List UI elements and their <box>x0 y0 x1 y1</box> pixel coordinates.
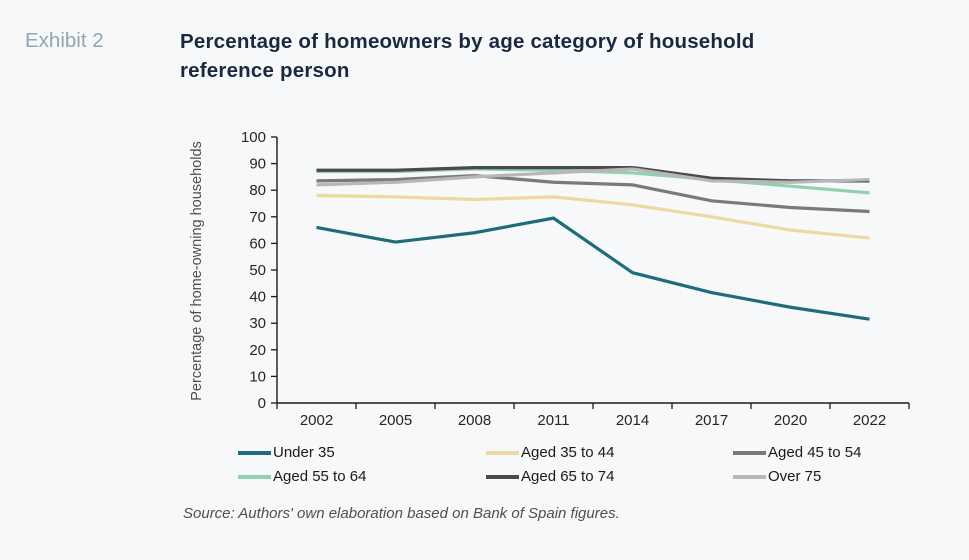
exhibit-label: Exhibit 2 <box>25 29 104 52</box>
x-tick-label: 2022 <box>853 412 886 429</box>
legend-item: Under 35 <box>238 443 486 462</box>
legend-swatch <box>733 474 766 479</box>
x-tick-label: 2011 <box>537 412 569 429</box>
legend-label: Under 35 <box>273 444 335 461</box>
legend-swatch <box>238 450 271 455</box>
legend-label: Aged 65 to 74 <box>521 468 615 485</box>
y-tick-label: 50 <box>249 262 266 279</box>
legend-item: Aged 45 to 54 <box>733 443 861 462</box>
legend-label: Aged 45 to 54 <box>768 444 862 461</box>
x-tick-label: 2020 <box>774 412 807 429</box>
legend-item: Aged 55 to 64 <box>238 467 486 486</box>
legend-item: Aged 65 to 74 <box>486 467 733 486</box>
y-tick-label: 0 <box>258 395 266 412</box>
y-tick-label: 10 <box>249 368 266 385</box>
x-tick-label: 2008 <box>458 412 491 429</box>
x-tick-label: 2002 <box>300 412 333 429</box>
y-axis-title: Percentage of home-owning households <box>189 141 205 401</box>
series-line-aged-45-to-54 <box>316 173 870 214</box>
x-tick-label: 2017 <box>695 412 728 429</box>
series-line-over-75 <box>316 167 870 187</box>
legend-item: Aged 35 to 44 <box>486 443 733 462</box>
legend-swatch <box>238 474 271 479</box>
y-tick-label: 20 <box>249 342 266 359</box>
chart-legend: Under 35 Aged 35 to 44 Aged 45 to 54 Aged 5… <box>238 443 861 486</box>
chart-title: Percentage of homeowners by age category… <box>180 30 755 82</box>
y-tick-label: 80 <box>249 182 266 199</box>
series-line-under-35 <box>316 216 870 321</box>
y-tick-label: 70 <box>249 209 266 226</box>
legend-swatch <box>486 450 519 455</box>
y-tick-label: 40 <box>249 289 266 306</box>
y-tick-label: 30 <box>249 315 266 332</box>
y-tick-label: 60 <box>249 235 266 252</box>
series-line-aged-35-to-44 <box>316 193 870 240</box>
legend-swatch <box>733 450 766 455</box>
y-tick-label: 90 <box>249 156 266 173</box>
legend-label: Over 75 <box>768 468 822 485</box>
legend-swatch <box>486 474 519 479</box>
y-tick-label: 100 <box>241 129 266 146</box>
legend-item: Over 75 <box>733 467 861 486</box>
legend-label: Aged 55 to 64 <box>273 468 367 485</box>
x-tick-label: 2014 <box>616 412 649 429</box>
source-note: Source: Authors' own elaboration based o… <box>183 505 620 522</box>
legend-label: Aged 35 to 44 <box>521 444 615 461</box>
x-tick-label: 2005 <box>379 412 412 429</box>
